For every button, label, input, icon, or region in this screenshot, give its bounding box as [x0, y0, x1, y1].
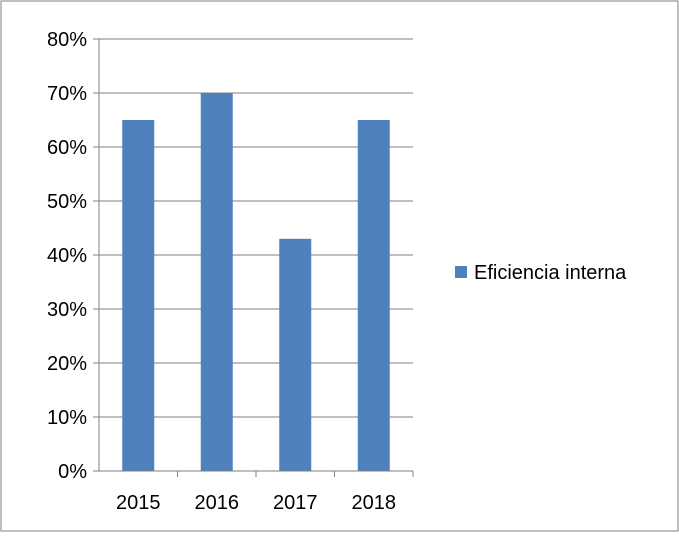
bar-2016 [200, 93, 233, 471]
y-tick-label: 60% [47, 137, 87, 159]
x-tick-label: 2016 [195, 492, 240, 514]
y-tick-label: 0% [58, 461, 87, 483]
y-tick-label: 10% [47, 407, 87, 429]
y-tick-labels: 0% 10% 20% 30% 40% 50% 60% 70% 80% [47, 29, 87, 483]
x-tick-label: 2015 [116, 492, 161, 514]
bar-2018 [357, 120, 390, 471]
bars [122, 93, 390, 471]
legend: Eficiencia interna [455, 262, 627, 284]
y-tick-label: 30% [47, 299, 87, 321]
x-tick-labels: 2015 2016 2017 2018 [116, 492, 396, 514]
x-tick-label: 2017 [273, 492, 318, 514]
y-tick-label: 80% [47, 29, 87, 51]
legend-label: Eficiencia interna [474, 262, 627, 284]
bar-2015 [122, 120, 155, 471]
y-tick-label: 50% [47, 191, 87, 213]
y-tick-label: 20% [47, 353, 87, 375]
y-tick-label: 40% [47, 245, 87, 267]
axes [93, 38, 414, 477]
y-tick-label: 70% [47, 83, 87, 105]
bar-2017 [279, 238, 312, 471]
legend-swatch [455, 266, 467, 278]
x-tick-label: 2018 [352, 492, 397, 514]
